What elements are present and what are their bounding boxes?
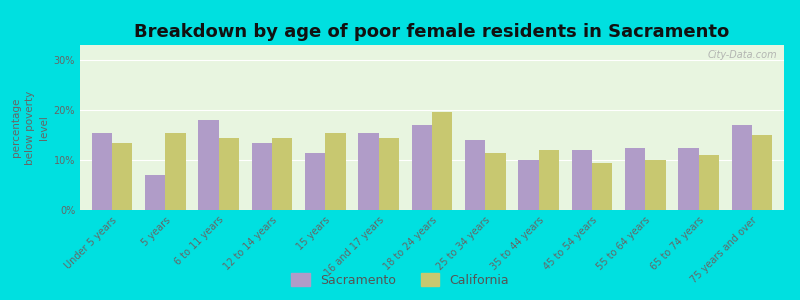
Bar [326, 133, 346, 210]
Bar [465, 140, 486, 210]
Bar [732, 125, 752, 210]
Bar [518, 160, 538, 210]
Bar [112, 142, 132, 210]
Text: City-Data.com: City-Data.com [707, 50, 777, 60]
Bar [412, 125, 432, 210]
Bar [145, 175, 166, 210]
Bar [198, 120, 218, 210]
Bar [432, 112, 452, 210]
Bar [572, 150, 592, 210]
Y-axis label: percentage
below poverty
level: percentage below poverty level [11, 90, 50, 165]
Bar [646, 160, 666, 210]
Bar [305, 152, 326, 210]
Bar [752, 135, 772, 210]
Bar [486, 152, 506, 210]
Bar [358, 133, 378, 210]
Bar [252, 142, 272, 210]
Bar [538, 150, 559, 210]
Bar [92, 133, 112, 210]
Bar [678, 148, 698, 210]
Bar [166, 133, 186, 210]
Bar [592, 163, 612, 210]
Legend: Sacramento, California: Sacramento, California [287, 270, 513, 291]
Bar [698, 155, 719, 210]
Bar [625, 148, 646, 210]
Title: Breakdown by age of poor female residents in Sacramento: Breakdown by age of poor female resident… [134, 23, 730, 41]
Bar [272, 137, 292, 210]
Bar [218, 137, 239, 210]
Bar [378, 137, 399, 210]
